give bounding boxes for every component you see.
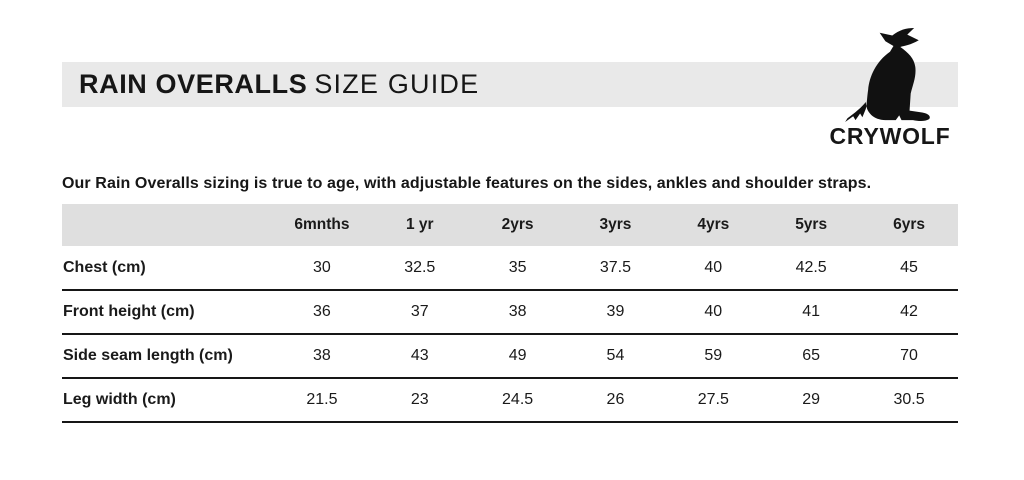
page-title-product: RAIN OVERALLS bbox=[79, 69, 308, 99]
size-table-row: Chest (cm) 30 32.5 35 37.5 40 42.5 45 bbox=[62, 246, 958, 290]
age-column-header: 5yrs bbox=[795, 216, 828, 233]
size-value-cell: 35 bbox=[508, 258, 527, 276]
title-banner: RAIN OVERALLS SIZE GUIDE bbox=[62, 62, 958, 107]
size-value-cell: 30.5 bbox=[893, 391, 925, 408]
measurement-column-header bbox=[62, 204, 273, 246]
size-value-cell: 39 bbox=[606, 303, 625, 320]
size-value-cell: 29 bbox=[802, 391, 821, 408]
size-value-cell: 40 bbox=[704, 258, 723, 276]
age-column-header: 3yrs bbox=[599, 216, 632, 233]
size-value-cell: 24.5 bbox=[502, 391, 534, 408]
age-column-header: 4yrs bbox=[697, 216, 730, 233]
measurement-label: Leg width (cm) bbox=[63, 391, 176, 408]
size-value-cell: 27.5 bbox=[697, 391, 729, 408]
page-title-suffix: SIZE GUIDE bbox=[314, 69, 480, 99]
size-value-cell: 30 bbox=[313, 258, 331, 276]
size-value-cell: 59 bbox=[704, 347, 723, 364]
size-value-cell: 37.5 bbox=[599, 258, 632, 276]
size-value-cell: 26 bbox=[606, 391, 625, 408]
sizing-description: Our Rain Overalls sizing is true to age,… bbox=[62, 175, 872, 192]
size-table-header-row: 6mnths 1 yr 2yrs 3yrs 4yrs 5yrs 6yrs bbox=[62, 204, 958, 246]
size-value-cell: 38 bbox=[508, 303, 527, 320]
measurement-label: Chest (cm) bbox=[63, 258, 146, 276]
size-value-cell: 41 bbox=[802, 303, 821, 320]
age-column-header: 6mnths bbox=[294, 216, 350, 233]
brand-logo: CRYWOLF bbox=[827, 27, 953, 150]
size-value-cell: 36 bbox=[313, 303, 331, 320]
size-guide-table: 6mnths 1 yr 2yrs 3yrs 4yrs 5yrs 6yrs Chest (cm… bbox=[62, 204, 958, 423]
brand-name: CRYWOLF bbox=[829, 123, 951, 149]
size-value-cell: 43 bbox=[410, 347, 429, 364]
age-column-header: 6yrs bbox=[893, 216, 925, 233]
size-value-cell: 21.5 bbox=[306, 391, 338, 408]
measurement-label: Side seam length (cm) bbox=[63, 347, 233, 364]
size-value-cell: 54 bbox=[606, 347, 625, 364]
measurement-label: Front height (cm) bbox=[63, 303, 195, 320]
size-value-cell: 23 bbox=[410, 391, 429, 408]
size-value-cell: 49 bbox=[508, 347, 527, 364]
age-column-header: 1 yr bbox=[405, 216, 434, 233]
age-column-header: 2yrs bbox=[501, 216, 534, 233]
size-value-cell: 65 bbox=[802, 347, 821, 364]
size-value-cell: 40 bbox=[704, 303, 723, 320]
size-value-cell: 42 bbox=[900, 303, 918, 320]
size-value-cell: 37 bbox=[410, 303, 429, 320]
howling-wolf-icon bbox=[845, 27, 930, 122]
size-value-cell: 45 bbox=[900, 258, 918, 276]
page-title: RAIN OVERALLS SIZE GUIDE bbox=[62, 62, 958, 107]
size-value-cell: 70 bbox=[900, 347, 918, 364]
size-value-cell: 38 bbox=[313, 347, 331, 364]
size-value-cell: 32.5 bbox=[404, 258, 436, 276]
size-table-row: Front height (cm) 36 37 38 39 40 41 42 bbox=[62, 290, 958, 334]
size-table-row: Side seam length (cm) 38 43 49 54 59 65 70 bbox=[62, 334, 958, 378]
size-table-row: Leg width (cm) 21.5 23 24.5 26 27.5 29 30.5 bbox=[62, 378, 958, 422]
size-value-cell: 42.5 bbox=[795, 258, 827, 276]
